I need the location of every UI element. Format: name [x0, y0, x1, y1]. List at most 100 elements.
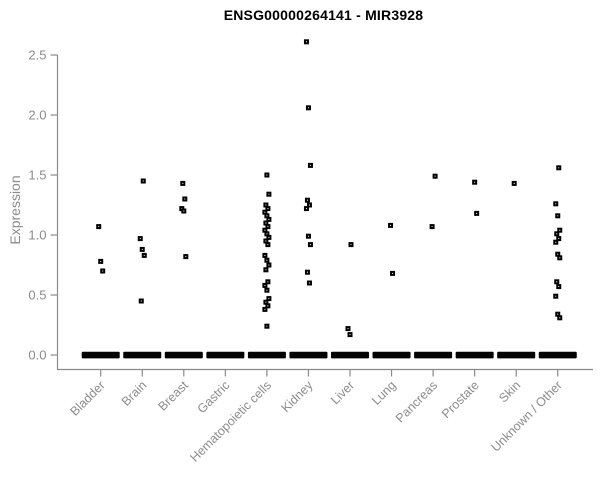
x-tick-label: Hematopoietic cells — [187, 378, 274, 465]
data-point — [306, 280, 312, 286]
data-point — [264, 257, 270, 263]
zero-cluster-bar — [414, 351, 453, 359]
data-point — [474, 210, 480, 216]
data-point — [180, 180, 186, 186]
data-point — [138, 298, 144, 304]
zero-cluster-bar — [372, 351, 411, 359]
data-point — [555, 213, 561, 219]
data-point — [139, 246, 145, 252]
data-point — [266, 216, 272, 222]
data-point — [262, 209, 268, 215]
y-tick-label: 2.5 — [28, 48, 46, 63]
data-point — [307, 242, 313, 248]
zero-cluster-bar — [455, 351, 494, 359]
data-point — [556, 284, 562, 290]
data-point — [264, 323, 270, 329]
y-tick-label: 1.0 — [28, 228, 46, 243]
data-point — [304, 269, 310, 275]
data-point — [266, 262, 272, 268]
zero-cluster-bar — [497, 351, 536, 359]
chart-title: ENSG00000264141 - MIR3928 — [223, 7, 424, 23]
data-point — [557, 227, 563, 233]
data-point — [262, 252, 268, 258]
data-point — [348, 242, 354, 248]
zero-cluster-bar — [123, 351, 162, 359]
data-point — [553, 201, 559, 207]
x-tick-label: Gastric — [195, 378, 233, 416]
data-point — [263, 238, 269, 244]
data-point — [262, 306, 268, 312]
data-point — [304, 197, 310, 203]
data-point — [100, 268, 106, 274]
data-point — [556, 236, 562, 242]
x-tick-label: Skin — [496, 378, 523, 405]
data-point — [265, 206, 271, 212]
data-point — [141, 252, 147, 258]
x-tick-label: Lung — [369, 378, 399, 408]
data-point — [264, 231, 270, 237]
data-point — [347, 332, 353, 338]
data-point — [265, 224, 271, 230]
data-point — [511, 180, 517, 186]
data-point — [557, 255, 563, 261]
data-point — [554, 279, 560, 285]
data-point — [262, 227, 268, 233]
x-tick-label: Kidney — [279, 378, 316, 415]
x-tick-label: Bladder — [67, 378, 107, 418]
data-point — [182, 196, 188, 202]
y-tick-label: 1.5 — [28, 168, 46, 183]
data-point — [555, 311, 561, 317]
data-point — [556, 165, 562, 171]
data-point — [140, 178, 146, 184]
data-point — [263, 299, 269, 305]
data-point — [432, 173, 438, 179]
data-point — [264, 213, 270, 219]
data-point — [345, 326, 351, 332]
data-point — [265, 303, 271, 309]
data-point — [266, 234, 272, 240]
data-point — [555, 251, 561, 257]
data-point — [390, 270, 396, 276]
x-tick-label: Pancreas — [393, 378, 440, 425]
data-point — [266, 191, 272, 197]
data-point — [181, 208, 187, 214]
zero-cluster-bar — [81, 351, 120, 359]
data-point — [265, 242, 271, 248]
data-point — [266, 296, 272, 302]
y-tick-label: 2.0 — [28, 108, 46, 123]
data-point — [96, 224, 102, 230]
data-point — [263, 267, 269, 273]
data-point — [264, 287, 270, 293]
data-point — [305, 105, 311, 111]
zero-cluster-bar — [206, 351, 245, 359]
data-point — [554, 231, 560, 237]
x-tick-label: Brain — [119, 378, 150, 409]
data-point — [557, 315, 563, 321]
x-tick-label: Liver — [328, 378, 357, 407]
data-point — [553, 293, 559, 299]
x-tick-label: Breast — [155, 378, 191, 414]
data-point — [307, 162, 313, 168]
data-point — [98, 258, 104, 264]
data-point — [263, 202, 269, 208]
data-point — [553, 239, 559, 245]
data-point — [472, 179, 478, 185]
data-point — [264, 172, 270, 178]
y-tick-label: 0.5 — [28, 288, 46, 303]
data-point — [263, 220, 269, 226]
data-point — [137, 236, 143, 242]
zero-cluster-bar — [164, 351, 203, 359]
data-point — [306, 202, 312, 208]
data-point — [388, 222, 394, 228]
zero-cluster-bar — [538, 351, 577, 359]
zero-cluster-bar — [289, 351, 328, 359]
data-point — [429, 224, 435, 230]
zero-cluster-bar — [331, 351, 369, 359]
x-tick-label: Prostate — [439, 378, 482, 421]
data-point — [265, 279, 271, 285]
data-point — [183, 254, 189, 260]
x-tick-label: Unknown / Other — [489, 378, 565, 454]
data-point — [303, 206, 309, 212]
